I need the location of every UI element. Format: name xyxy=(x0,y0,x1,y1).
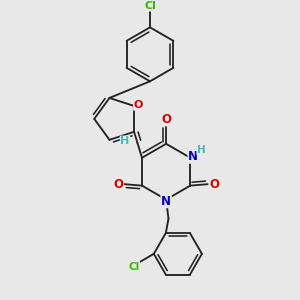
Text: O: O xyxy=(134,100,143,110)
Text: N: N xyxy=(161,194,171,208)
Text: N: N xyxy=(188,150,198,163)
Text: O: O xyxy=(113,178,123,191)
Text: Cl: Cl xyxy=(144,1,156,10)
Text: O: O xyxy=(161,113,171,126)
Text: O: O xyxy=(209,178,219,191)
Text: Cl: Cl xyxy=(128,262,140,272)
Text: H: H xyxy=(120,136,130,146)
Text: H: H xyxy=(197,145,206,154)
